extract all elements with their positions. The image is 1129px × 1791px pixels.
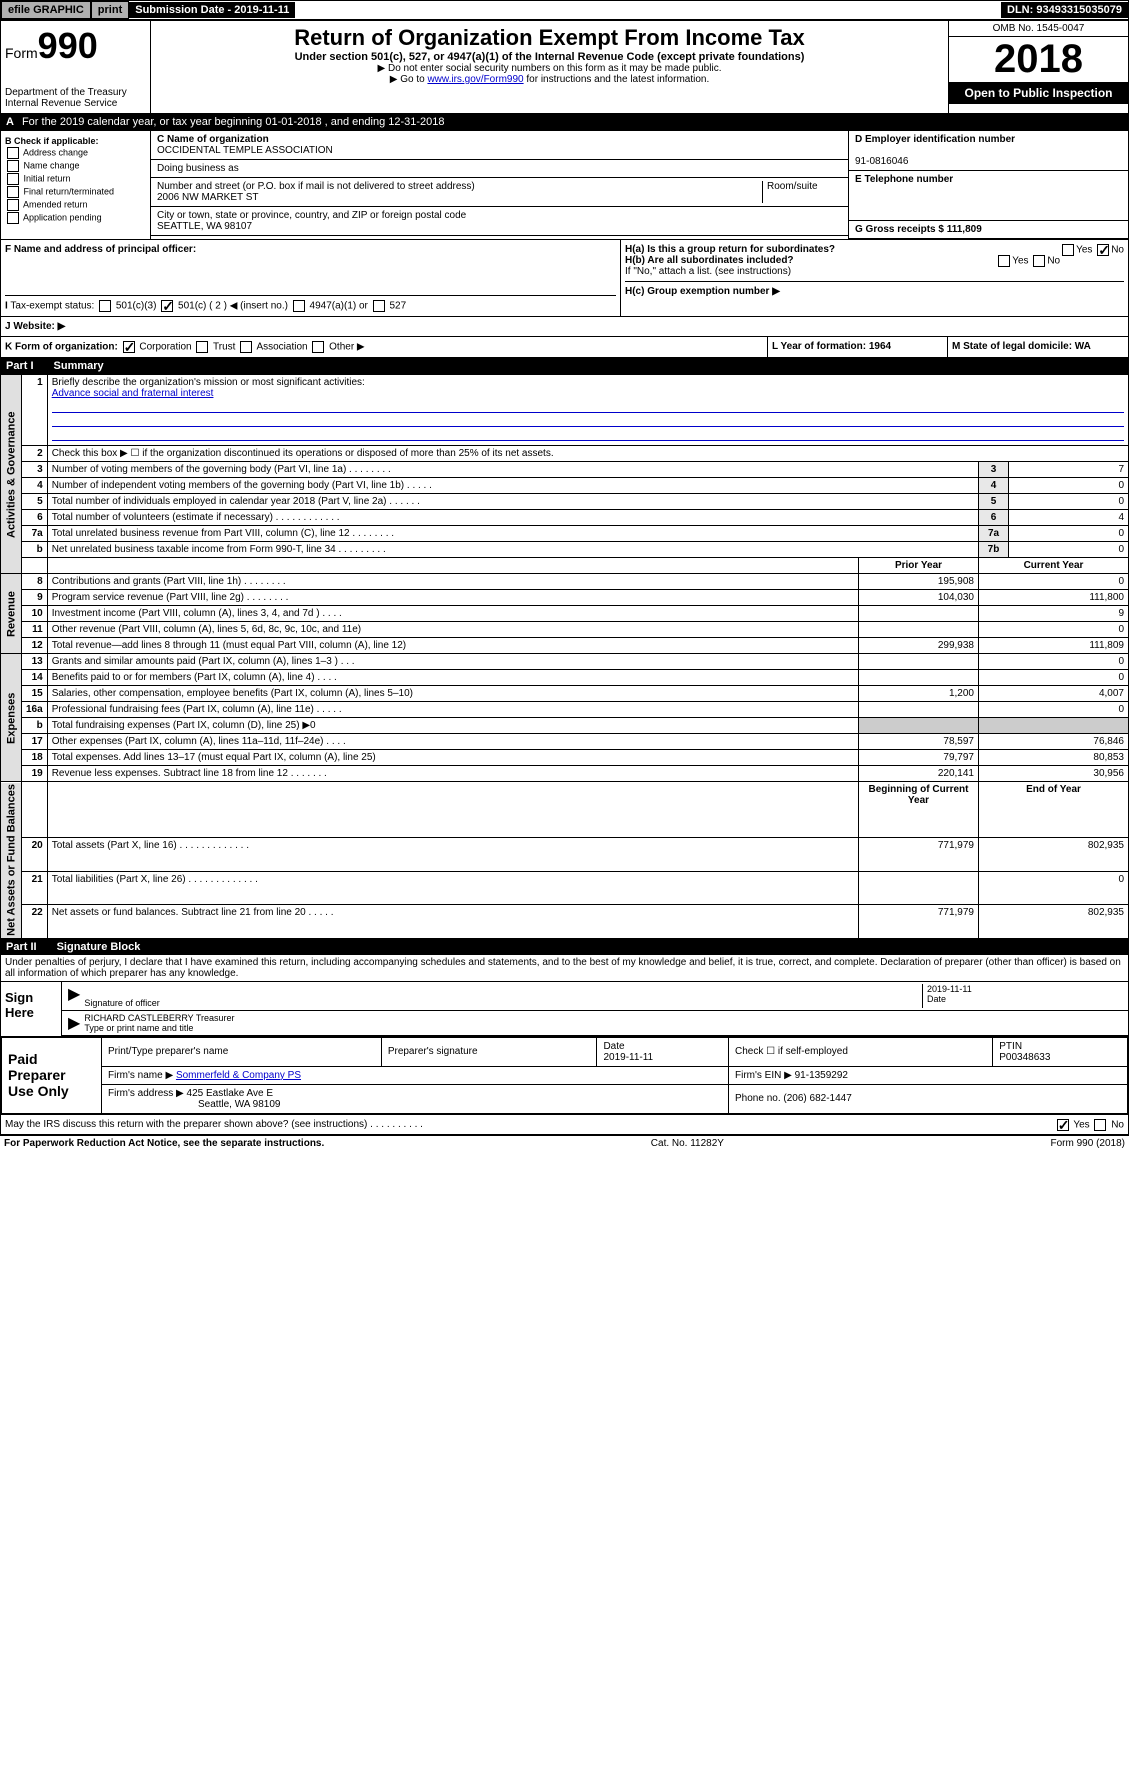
- checkbox-assoc[interactable]: [240, 341, 252, 353]
- gross-receipts: G Gross receipts $ 111,809: [855, 224, 982, 235]
- row-klm: K Form of organization: Corporation Trus…: [0, 337, 1129, 358]
- org-city: SEATTLE, WA 98107: [157, 221, 252, 232]
- room-suite: Room/suite: [762, 181, 842, 203]
- vtext-revenue: Revenue: [1, 574, 22, 654]
- part1-header: Part I Summary: [0, 358, 1129, 374]
- form-ref: Form 990 (2018): [1051, 1138, 1125, 1149]
- pra-notice: For Paperwork Reduction Act Notice, see …: [4, 1138, 324, 1149]
- public-inspection: Open to Public Inspection: [949, 82, 1128, 104]
- firm-address: 425 Eastlake Ave E: [187, 1088, 274, 1099]
- subordinates: H(b) Are all subordinates included?: [625, 255, 794, 266]
- dept-irs: Internal Revenue Service: [5, 98, 146, 109]
- print-btn[interactable]: print: [91, 1, 129, 19]
- checkbox-discuss-yes[interactable]: [1057, 1119, 1069, 1131]
- efile-btn[interactable]: efile GRAPHIC: [1, 1, 91, 19]
- checkbox-final-return[interactable]: [7, 186, 19, 198]
- q2: Check this box ▶ ☐ if the organization d…: [47, 446, 1128, 462]
- dept-treasury: Department of the Treasury: [5, 87, 146, 98]
- box-c: C Name of organizationOCCIDENTAL TEMPLE …: [151, 131, 848, 239]
- checkbox-501c[interactable]: [161, 300, 173, 312]
- group-exemption: H(c) Group exemption number ▶: [625, 286, 780, 297]
- perjury-statement: Under penalties of perjury, I declare th…: [0, 955, 1129, 982]
- checkbox-501c3[interactable]: [99, 300, 111, 312]
- section-fh: F Name and address of principal officer:…: [0, 240, 1129, 317]
- col-beginning: Beginning of Current Year: [859, 782, 979, 838]
- part2-header: Part II Signature Block: [0, 939, 1129, 955]
- sign-here-label: Sign Here: [1, 982, 61, 1036]
- paid-preparer-label: Paid Preparer Use Only: [2, 1037, 102, 1113]
- telephone-label: E Telephone number: [855, 174, 953, 185]
- ptin: P00348633: [999, 1052, 1050, 1063]
- vtext-netassets: Net Assets or Fund Balances: [1, 782, 22, 939]
- checkbox-app-pending[interactable]: [7, 212, 19, 224]
- line-a: AFor the 2019 calendar year, or tax year…: [0, 114, 1129, 130]
- box-j: J Website: ▶: [0, 317, 1129, 337]
- mission: Advance social and fraternal interest: [52, 388, 214, 399]
- firm-phone: (206) 682-1447: [783, 1093, 851, 1104]
- form-subtitle: Under section 501(c), 527, or 4947(a)(1)…: [155, 51, 944, 63]
- footer: For Paperwork Reduction Act Notice, see …: [0, 1135, 1129, 1151]
- col-prior: Prior Year: [859, 558, 979, 574]
- checkbox-4947[interactable]: [293, 300, 305, 312]
- cat-no: Cat. No. 11282Y: [651, 1138, 724, 1149]
- group-return: H(a) Is this a group return for subordin…: [625, 244, 835, 255]
- year-formation: L Year of formation: 1964: [772, 341, 891, 352]
- hb-note: If "No," attach a list. (see instruction…: [625, 266, 1124, 277]
- col-end: End of Year: [979, 782, 1129, 838]
- discuss-row: May the IRS discuss this return with the…: [0, 1115, 1129, 1135]
- form-header: Form990 Department of the Treasury Inter…: [0, 20, 1129, 114]
- vtext-governance: Activities & Governance: [1, 375, 22, 574]
- firm-ein: 91-1359292: [795, 1070, 848, 1081]
- summary-table: Activities & Governance 1 Briefly descri…: [0, 374, 1129, 939]
- box-d: D Employer identification number91-08160…: [848, 131, 1128, 239]
- officer-name: RICHARD CASTLEBERRY Treasurer: [84, 1013, 234, 1023]
- ssn-note: ▶ Do not enter social security numbers o…: [155, 63, 944, 74]
- sig-date: 2019-11-11: [927, 984, 972, 994]
- org-name: OCCIDENTAL TEMPLE ASSOCIATION: [157, 145, 333, 156]
- checkbox-corp[interactable]: [123, 341, 135, 353]
- checkbox-527[interactable]: [373, 300, 385, 312]
- checkbox-address-change[interactable]: [7, 147, 19, 159]
- state-domicile: M State of legal domicile: WA: [952, 341, 1091, 352]
- irs-link[interactable]: www.irs.gov/Form990: [427, 74, 523, 85]
- col-current: Current Year: [979, 558, 1129, 574]
- checkbox-initial-return[interactable]: [7, 173, 19, 185]
- dln: DLN: 93493315035079: [1001, 2, 1128, 18]
- form-prefix: Form: [5, 45, 38, 61]
- tax-year: 2018: [949, 37, 1128, 82]
- checkbox-other[interactable]: [312, 341, 324, 353]
- ein: 91-0816046: [855, 156, 908, 167]
- checkbox-trust[interactable]: [196, 341, 208, 353]
- tax-exempt-label: Tax-exempt status:: [10, 301, 94, 312]
- box-b: B Check if applicable: Address change Na…: [1, 131, 151, 239]
- checkbox-discuss-no[interactable]: [1094, 1119, 1106, 1131]
- vtext-expenses: Expenses: [1, 654, 22, 782]
- section-a: B Check if applicable: Address change Na…: [0, 130, 1129, 240]
- principal-officer: F Name and address of principal officer:: [5, 244, 196, 255]
- org-address: 2006 NW MARKET ST: [157, 192, 259, 203]
- top-bar: efile GRAPHIC print Submission Date - 20…: [0, 0, 1129, 20]
- dba-label: Doing business as: [151, 160, 848, 178]
- form-title: Return of Organization Exempt From Incom…: [155, 25, 944, 51]
- preparer-block: Paid Preparer Use Only Print/Type prepar…: [0, 1037, 1129, 1115]
- checkbox-amended[interactable]: [7, 199, 19, 211]
- omb-number: OMB No. 1545-0047: [949, 21, 1128, 37]
- form-number: 990: [38, 25, 98, 66]
- sub-date: Submission Date - 2019-11-11: [129, 2, 295, 18]
- firm-name: Sommerfeld & Company PS: [176, 1070, 301, 1081]
- checkbox-name-change[interactable]: [7, 160, 19, 172]
- signature-block: Sign Here ▶Signature of officer2019-11-1…: [0, 982, 1129, 1037]
